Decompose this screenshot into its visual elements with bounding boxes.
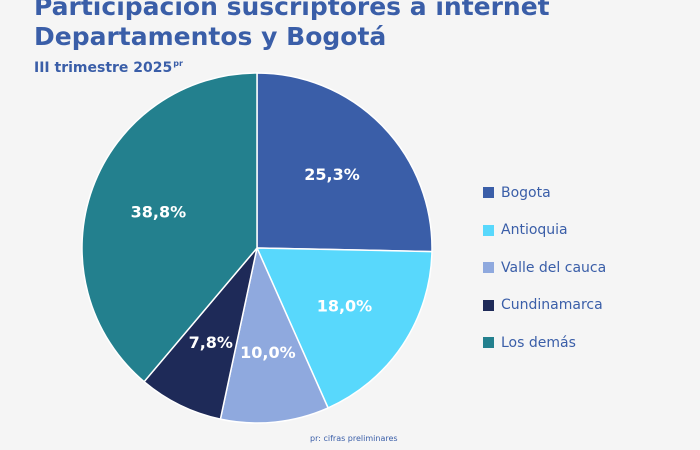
legend-item: Antioquia [483,212,606,250]
data-label: 10,0% [240,343,296,362]
subtitle-superscript: pr [173,59,183,68]
legend-swatch [483,262,494,274]
legend-swatch [483,337,494,349]
legend-swatch [483,299,494,311]
legend-label: Los demás [501,334,576,351]
chart-legend: Bogota Antioquia Valle del cauca Cundinamar… [483,174,606,362]
legend-item: Bogota [483,174,606,212]
legend-swatch [483,187,494,199]
legend-item: Valle del cauca [483,249,606,287]
data-label: 7,8% [189,333,233,352]
legend-swatch [483,224,494,236]
data-label: 38,8% [131,202,187,221]
legend-label: Antioquia [501,222,568,239]
chart-title-line-1: Participación suscriptores a internet [34,0,550,21]
legend-label: Valle del cauca [501,259,607,276]
pie-slice-bogota [256,72,433,253]
chart-title-line-2: Departamentos y Bogotá [34,22,387,51]
legend-item: Los demás [483,324,606,362]
legend-item: Cundinamarca [483,287,606,325]
data-label: 25,3% [304,165,360,184]
legend-label: Cundinamarca [501,297,603,314]
subtitle-text: III trimestre 2025 [34,60,173,76]
chart-subtitle: III trimestre 2025pr [34,55,183,77]
footnote: pr: cifras preliminares [310,434,398,443]
pie-slice-antioquia [255,247,433,409]
data-label: 18,0% [317,297,373,316]
legend-label: Bogota [501,184,551,201]
pie-slice-los-demás [81,72,258,383]
pie-slice-valle-del-cauca [219,245,330,424]
